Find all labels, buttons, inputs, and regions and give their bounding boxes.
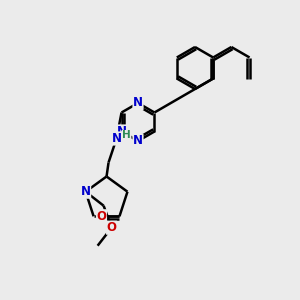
Text: N: N [112, 132, 122, 145]
Text: N: N [81, 185, 91, 198]
Text: O: O [97, 210, 106, 223]
Text: H: H [122, 130, 131, 140]
Text: N: N [116, 125, 127, 138]
Text: O: O [106, 221, 117, 234]
Text: N: N [133, 97, 143, 110]
Text: N: N [133, 134, 143, 148]
